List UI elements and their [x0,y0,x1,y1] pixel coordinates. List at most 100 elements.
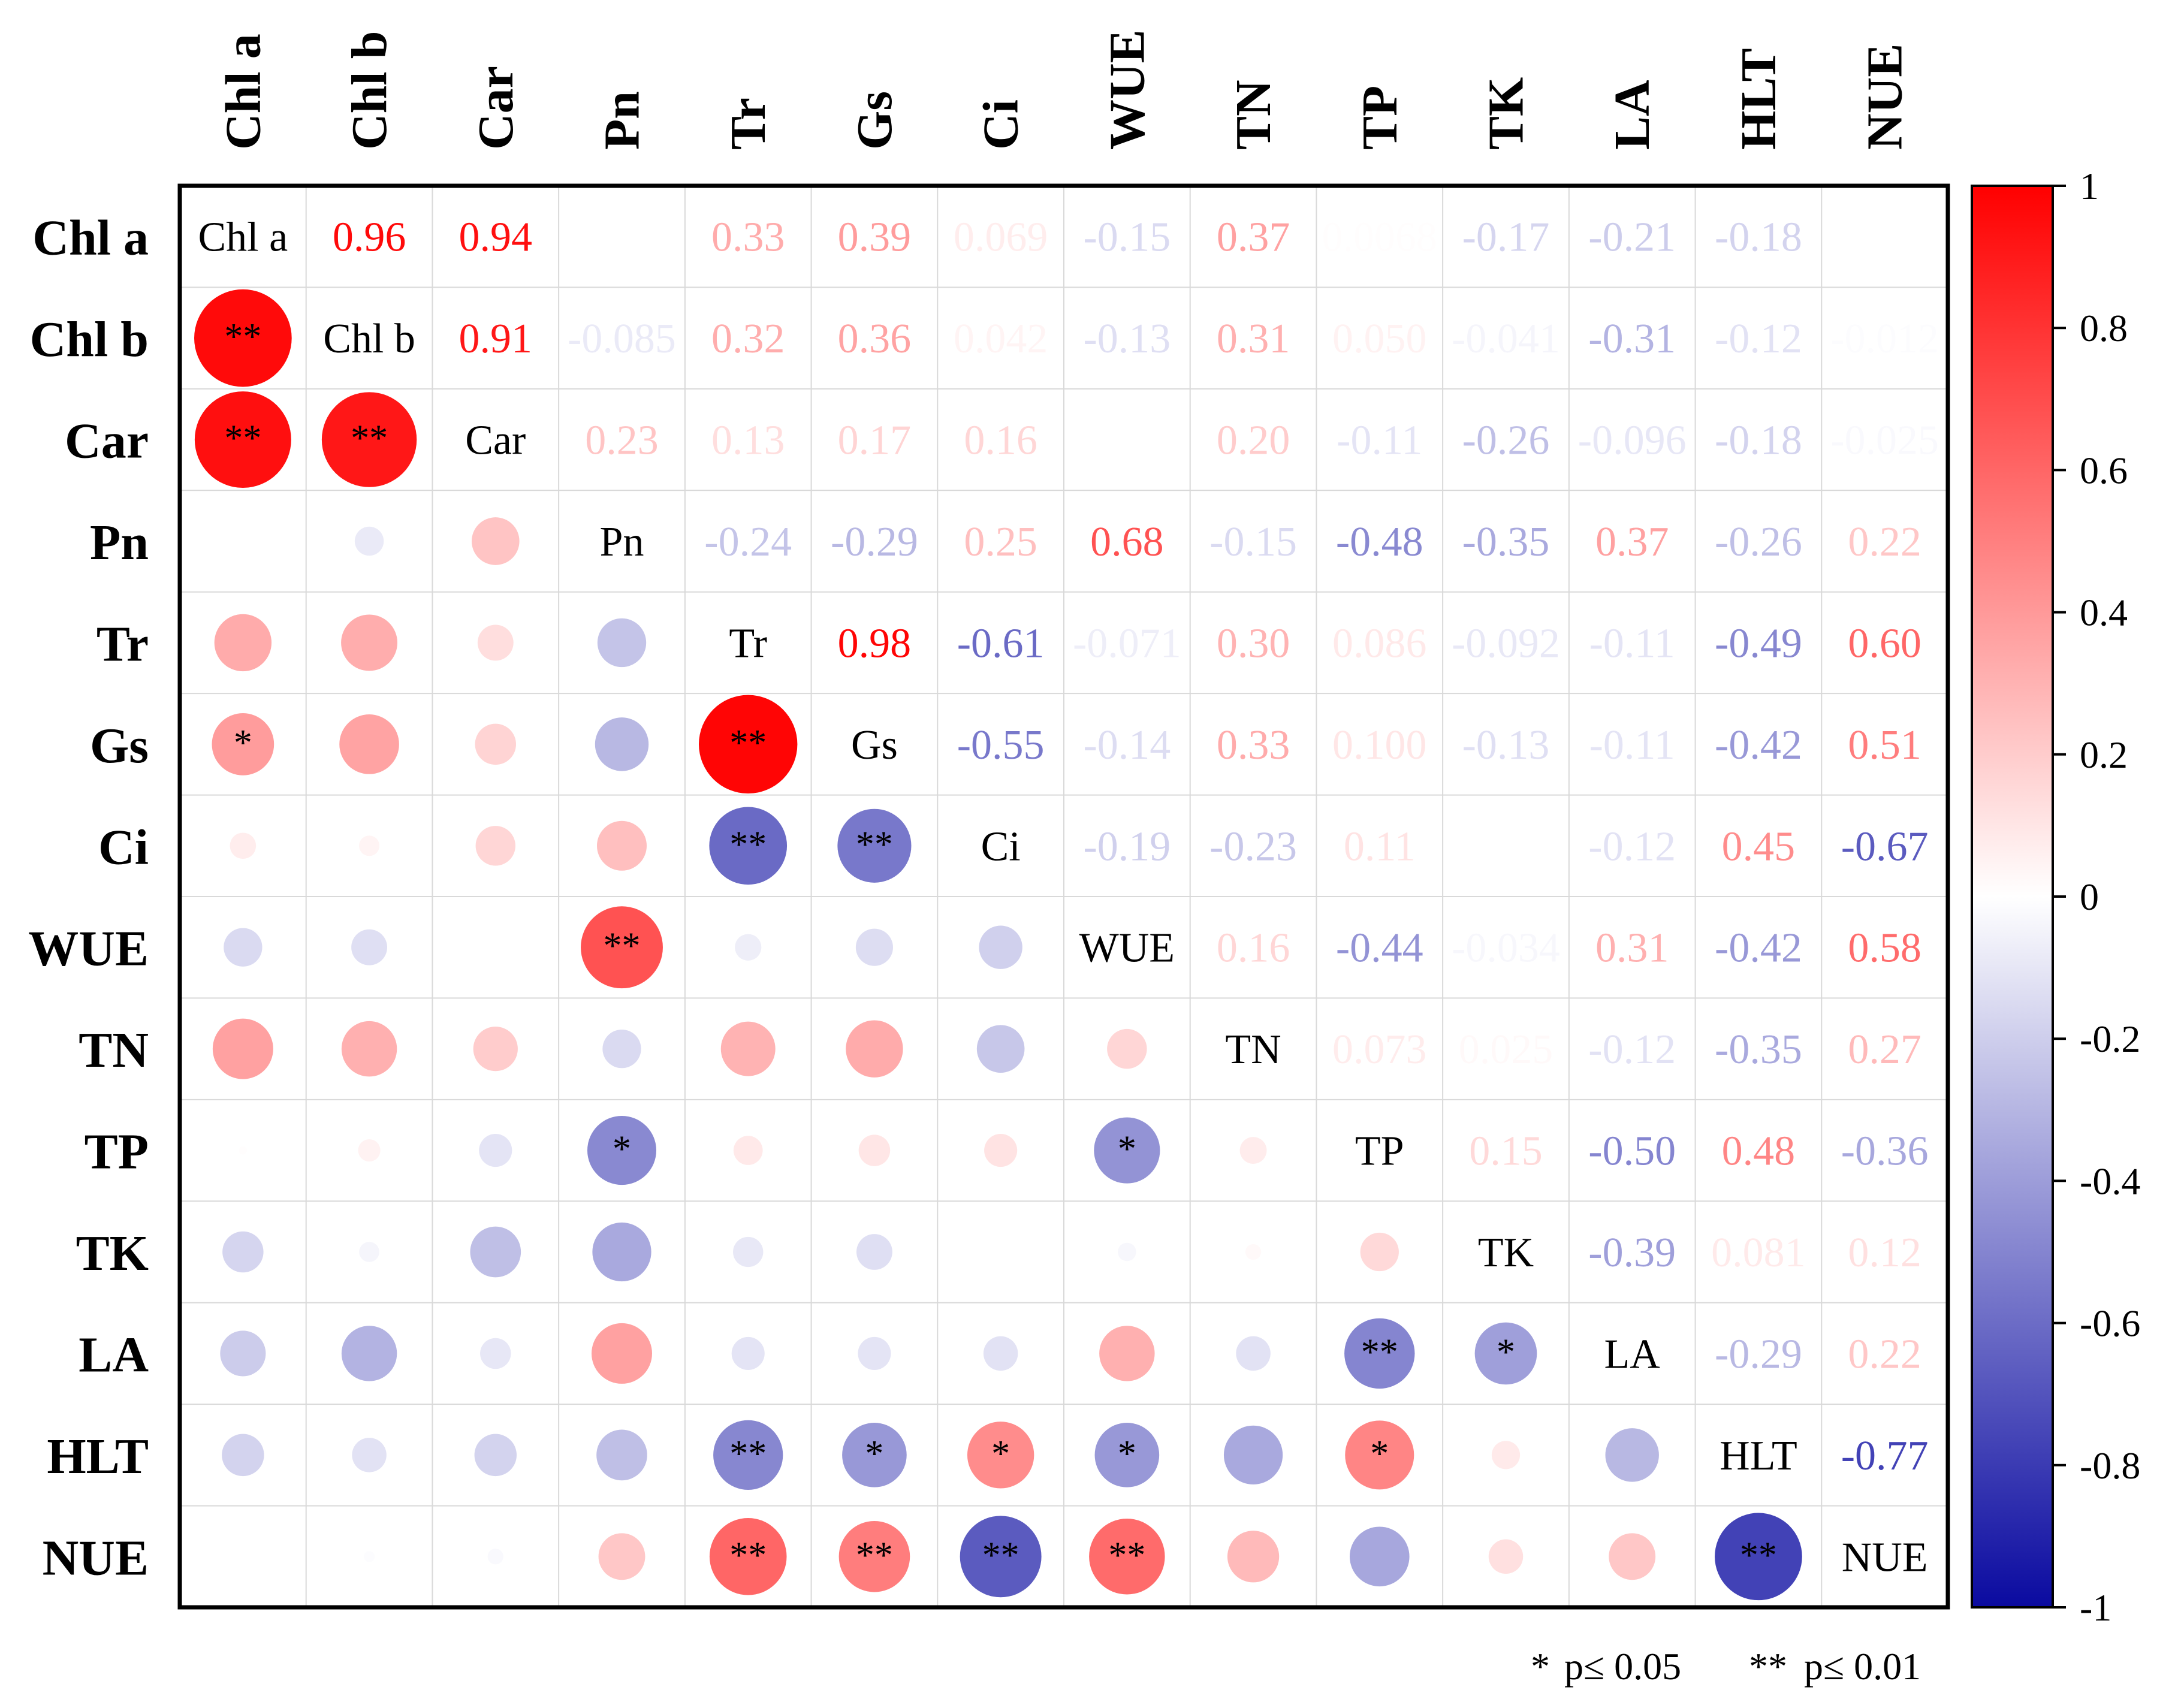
row-label: Chl a [32,210,149,266]
correlation-circle [479,1134,512,1167]
correlation-circle [471,517,520,565]
correlation-value-label: -0.23 [1209,823,1297,870]
correlation-value-label: -0.19 [1083,823,1171,870]
column-label: LA [1604,80,1660,150]
correlation-circle [592,1323,652,1384]
correlation-circle [1609,1533,1656,1580]
row-label: TP [85,1124,149,1180]
correlation-circle [224,928,263,967]
correlation-circle [194,289,292,387]
correlation-value-label: 0.100 [1332,722,1427,768]
significance-marker: ** [1108,1535,1145,1576]
row-label: Pn [90,515,149,571]
correlation-circle [733,1136,763,1165]
correlation-circle [733,1236,764,1268]
correlation-circle [1245,1244,1262,1260]
correlation-value-label: 0.91 [459,316,533,362]
correlation-value-label: -0.071 [1073,620,1181,666]
correlation-value-label: -0.26 [1462,418,1550,464]
column-labels: Chl a Chl b Car Pn Tr Gs Ci WUE TN TP TK LA HLT NUE [215,29,1912,150]
matrix-frame [177,183,1950,1610]
correlation-value-label: -0.012 [1830,316,1939,362]
correlation-value-label: 0.17 [838,418,912,464]
significance-legend: * p≤ 0.05 ** p≤ 0.01 [1531,1645,1921,1688]
significance-marker: ** [604,926,641,967]
correlation-circle [1474,1322,1537,1385]
correlation-circle [595,717,649,771]
correlation-value-label: -0.77 [1841,1433,1929,1479]
correlation-circle [856,1234,892,1270]
correlation-circle [1344,1318,1415,1389]
correlation-value-label: 0.22 [1848,1331,1921,1377]
correlation-circle [983,1336,1018,1371]
correlation-value-label: 0.086 [1332,620,1427,666]
correlation-value-label: -0.17 [1462,215,1550,261]
correlation-circle [487,1549,503,1565]
correlation-value-label: 0.33 [1217,722,1290,768]
column-label: Chl a [215,34,271,150]
matrix-cells: Chl a 0.96 0.94 0.33 0.39 0.069 -0.15 0.37 0.006… [194,215,1939,1601]
correlation-circle [846,1020,903,1078]
diagonal-label: TK [1478,1230,1534,1276]
correlation-circle [212,713,274,775]
correlation-value-label: -0.48 [1336,519,1423,565]
column-label: WUE [1099,29,1155,150]
correlation-value-label: -0.034 [1452,925,1560,971]
correlation-circle [474,1434,517,1477]
correlation-value-label: 0.15 [1469,1128,1543,1175]
grid-lines [180,186,1948,1607]
correlation-circle [842,1423,907,1487]
significance-marker: ** [1361,1332,1398,1372]
correlation-circle [592,1222,651,1282]
correlation-circle [1227,1531,1280,1583]
correlation-value-label: -0.36 [1841,1128,1929,1175]
significance-marker: * [1370,1434,1389,1474]
correlation-circle [339,714,399,774]
colorbar-tick-label: -0.6 [2080,1302,2140,1345]
legend-double-label: p≤ 0.01 [1804,1645,1921,1688]
correlation-value-label: 0.37 [1217,215,1290,261]
row-label: Car [65,414,149,469]
correlation-circle [838,1520,910,1592]
correlation-value-label: 0.23 [585,418,659,464]
correlation-value-label: 0.16 [1217,925,1290,971]
colorbar-tick-label: -0.4 [2080,1160,2140,1202]
row-label: Ci [98,819,149,875]
row-label: HLT [47,1429,149,1484]
correlation-value-label: 0.069 [954,215,1048,261]
correlation-circle [581,906,663,989]
correlation-value-label: 0.050 [1332,316,1427,362]
significance-marker: * [1118,1434,1136,1474]
correlation-value-label: -0.12 [1588,823,1676,870]
significance-marker: ** [982,1535,1019,1576]
correlation-circle [602,1029,641,1069]
correlation-circle [222,1231,264,1273]
correlation-value-label: 0.0068 [1322,215,1438,261]
correlation-value-label: 0.58 [1848,925,1921,971]
correlation-value-label: -0.12 [1715,316,1802,362]
column-label: Pn [595,91,650,150]
correlation-value-label: 0.94 [459,215,533,261]
colorbar [1971,185,2054,1609]
correlation-value-label: 0.48 [1722,1128,1796,1175]
correlation-value-label: -0.085 [568,316,676,362]
correlation-circle [1089,1519,1165,1595]
row-labels: Chl a Chl b Car Pn Tr Gs Ci WUE TN TP TK LA HLT NUE [28,210,149,1586]
correlation-value-label: 0.27 [1848,1027,1921,1073]
legend-double-star: ** [1749,1645,1787,1688]
correlation-value-label: 0.32 [711,316,785,362]
significance-marker: ** [224,418,261,459]
significance-marker: ** [729,723,767,764]
colorbar-tick-label: -1 [2080,1586,2111,1629]
colorbar-ticks: 1 0.8 0.6 0.4 0.2 0 -0.2 -0.4 -0.6 -0.8 -1 [2053,165,2140,1629]
correlation-circle [341,614,398,671]
colorbar-tick-label: 1 [2080,165,2099,207]
correlation-value-label: -0.18 [1715,418,1802,464]
correlation-value-label: 0.33 [711,215,785,261]
correlation-circle [1605,1428,1659,1482]
correlation-circle [1491,1441,1521,1469]
correlation-circle [858,1134,891,1166]
significance-marker: ** [729,824,767,865]
correlation-circle [220,1330,266,1377]
